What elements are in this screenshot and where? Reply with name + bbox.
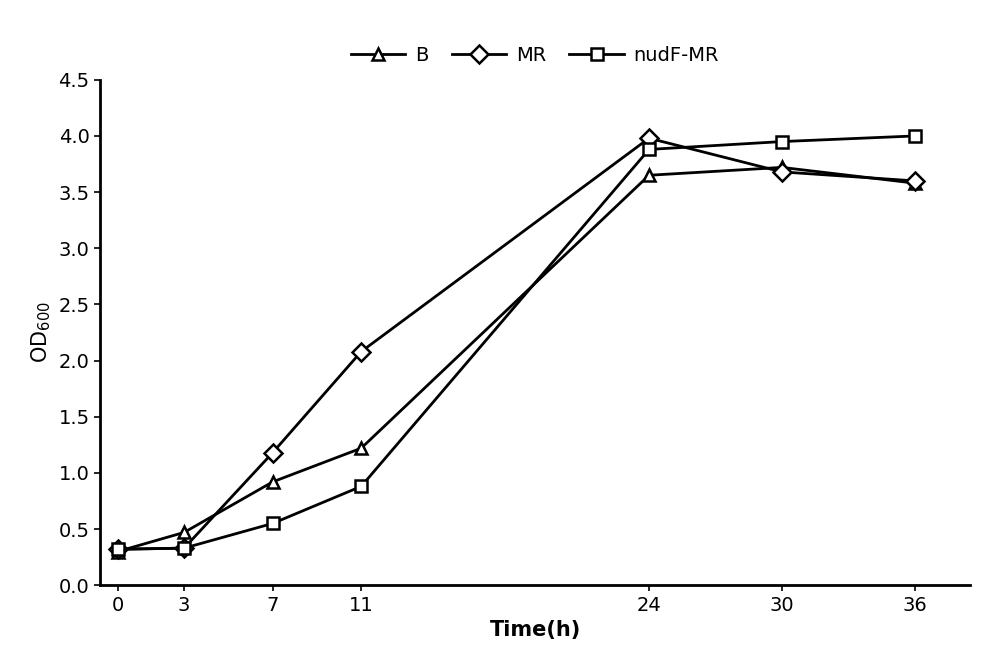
B: [909, 179, 921, 187]
B: [267, 478, 279, 486]
nudF-MR: [178, 544, 190, 552]
MR: [267, 449, 279, 457]
nudF-MR: [355, 482, 367, 490]
MR: [178, 544, 190, 552]
MR: [909, 177, 921, 185]
nudF-MR: [776, 138, 788, 146]
B: [643, 172, 655, 180]
Y-axis label: OD$_{600}$: OD$_{600}$: [29, 302, 53, 363]
MR: [643, 134, 655, 142]
nudF-MR: [112, 545, 124, 553]
B: [776, 164, 788, 172]
Legend: B, MR, nudF-MR: B, MR, nudF-MR: [351, 46, 719, 65]
B: [178, 529, 190, 537]
nudF-MR: [643, 146, 655, 154]
MR: [355, 348, 367, 356]
Line: B: B: [111, 161, 921, 558]
MR: [776, 168, 788, 176]
nudF-MR: [267, 519, 279, 527]
B: [112, 547, 124, 555]
X-axis label: Time(h): Time(h): [489, 620, 581, 640]
Line: nudF-MR: nudF-MR: [111, 130, 921, 555]
nudF-MR: [909, 132, 921, 140]
Line: MR: MR: [111, 132, 921, 555]
MR: [112, 545, 124, 553]
B: [355, 444, 367, 452]
